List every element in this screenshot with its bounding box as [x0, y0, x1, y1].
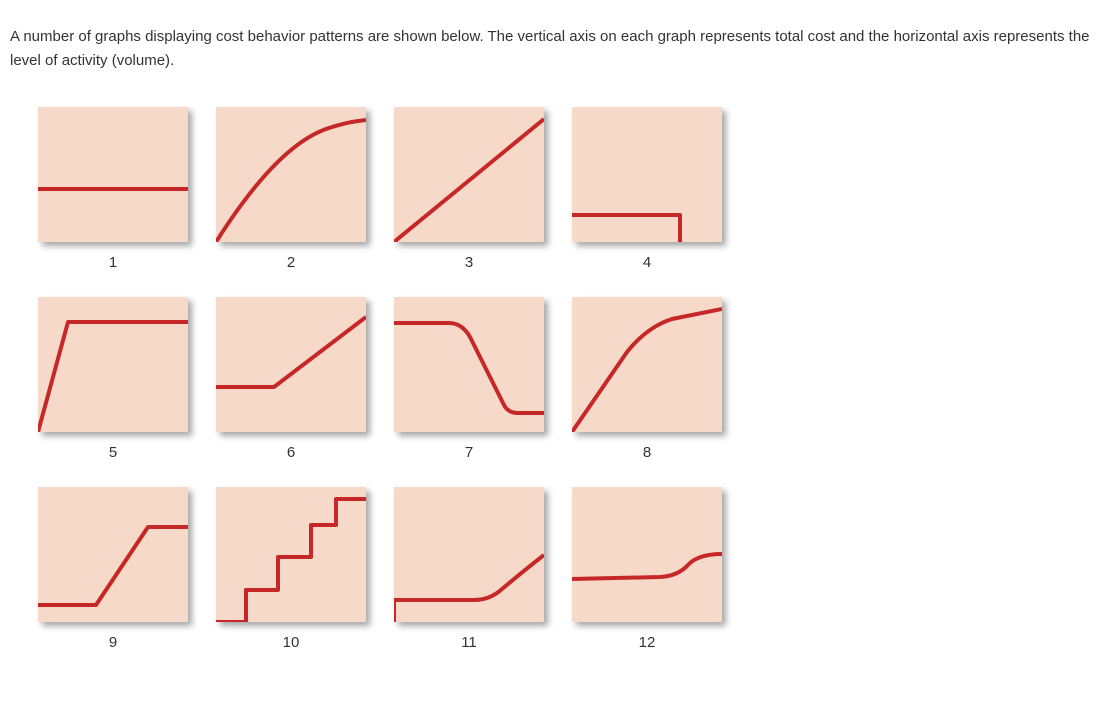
graph-8 — [572, 297, 722, 432]
graph-1-label: 1 — [109, 254, 117, 271]
graph-2-label: 2 — [287, 254, 295, 271]
graph-11-cell: 11 — [394, 487, 544, 651]
graph-7 — [394, 297, 544, 432]
graph-10-label: 10 — [283, 634, 300, 651]
graph-4-line — [572, 215, 680, 242]
intro-text: A number of graphs displaying cost behav… — [10, 25, 1097, 73]
graph-9-line — [38, 527, 188, 605]
graph-5-line — [38, 322, 188, 432]
graph-11-line — [394, 555, 544, 622]
graph-12 — [572, 487, 722, 622]
graph-8-cell: 8 — [572, 297, 722, 461]
graph-3-line — [394, 119, 544, 242]
graph-4-cell: 4 — [572, 107, 722, 271]
graphs-grid: 123456789101112 — [38, 107, 778, 651]
graph-3-cell: 3 — [394, 107, 544, 271]
graph-3-label: 3 — [465, 254, 473, 271]
graph-12-label: 12 — [639, 634, 656, 651]
graph-3 — [394, 107, 544, 242]
graph-4-label: 4 — [643, 254, 651, 271]
graph-1-cell: 1 — [38, 107, 188, 271]
graph-5 — [38, 297, 188, 432]
graph-6 — [216, 297, 366, 432]
graph-5-label: 5 — [109, 444, 117, 461]
graph-10 — [216, 487, 366, 622]
graph-7-line — [394, 323, 544, 413]
graph-2-cell: 2 — [216, 107, 366, 271]
graph-9 — [38, 487, 188, 622]
graph-1 — [38, 107, 188, 242]
graph-9-label: 9 — [109, 634, 117, 651]
graph-2 — [216, 107, 366, 242]
graph-6-cell: 6 — [216, 297, 366, 461]
graph-4 — [572, 107, 722, 242]
graph-10-line — [216, 499, 366, 622]
graph-2-line — [216, 120, 366, 242]
graph-12-cell: 12 — [572, 487, 722, 651]
graph-5-cell: 5 — [38, 297, 188, 461]
graph-10-cell: 10 — [216, 487, 366, 651]
graph-6-line — [216, 317, 366, 387]
graph-12-line — [572, 554, 722, 579]
graph-7-label: 7 — [465, 444, 473, 461]
graph-6-label: 6 — [287, 444, 295, 461]
graph-11 — [394, 487, 544, 622]
graph-11-label: 11 — [461, 634, 477, 651]
graph-7-cell: 7 — [394, 297, 544, 461]
graph-9-cell: 9 — [38, 487, 188, 651]
graph-8-line — [572, 309, 722, 432]
graphs-container: 123456789101112 — [10, 107, 778, 651]
graph-8-label: 8 — [643, 444, 651, 461]
